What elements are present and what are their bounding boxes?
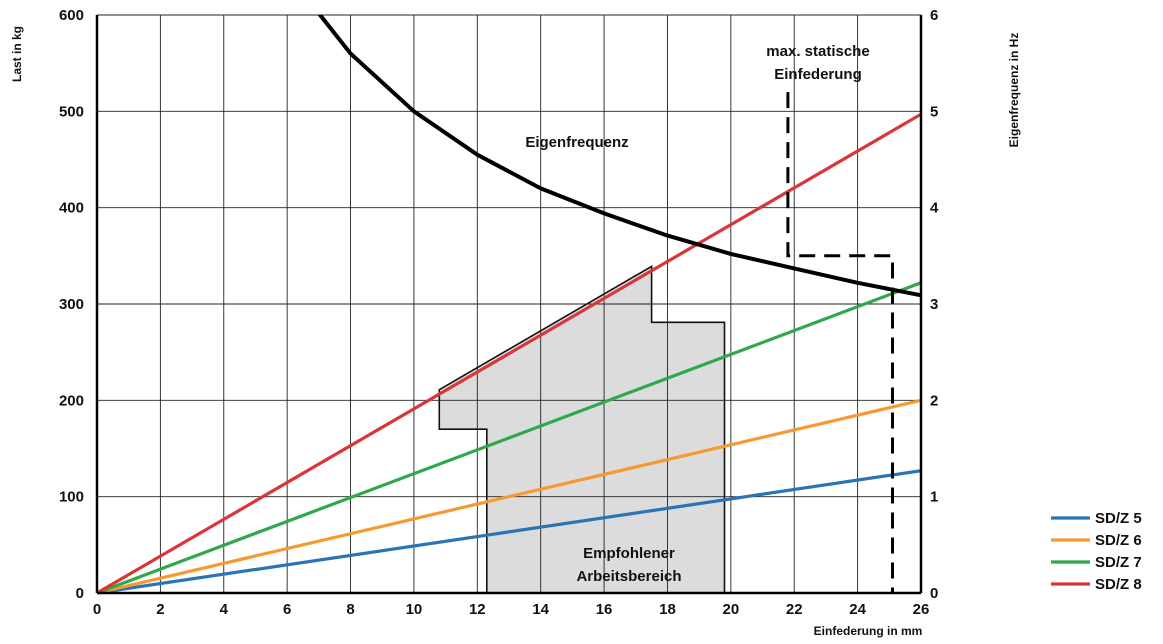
- eigenfrequenz-label: Eigenfrequenz: [525, 134, 628, 151]
- x-tick-label: 2: [156, 601, 164, 618]
- y2-tick-label: 2: [930, 392, 938, 409]
- x-tick-label: 24: [849, 601, 866, 618]
- max-einfederung-label-line2: Einfederung: [774, 66, 862, 83]
- tick-labels: 0 2 4 6 8 10 12 14 16 18 20 22 24 2601002003004005006…: [59, 7, 939, 618]
- max-einfederung-label-line1: max. statische: [766, 43, 869, 60]
- arbeitsbereich-label-line1: Empfohlener: [583, 545, 675, 562]
- x-tick-label: 0: [93, 601, 101, 618]
- x-tick-label: 14: [532, 601, 549, 618]
- y2-tick-label: 4: [930, 200, 939, 217]
- y-tick-label: 200: [59, 392, 84, 409]
- x-tick-label: 20: [723, 601, 740, 618]
- x-axis-title: Einfederung in mm: [814, 624, 923, 638]
- y-tick-label: 600: [59, 7, 84, 24]
- series-line-3: [97, 281, 921, 593]
- x-tick-label: 4: [220, 601, 229, 618]
- x-tick-label: 22: [786, 601, 803, 618]
- max-einfederung-line: [786, 92, 894, 593]
- y2-tick-label: 3: [930, 296, 938, 313]
- x-tick-label: 16: [596, 601, 613, 618]
- y2-tick-label: 0: [930, 585, 938, 602]
- x-tick-label: 8: [346, 601, 354, 618]
- eigenfrequenz-curve: [317, 15, 921, 298]
- arbeitsbereich-label-line2: Arbeitsbereich: [576, 568, 681, 585]
- series-line-4: [97, 112, 921, 593]
- series-line-2: [97, 398, 921, 593]
- y-axis-title: Last in kg: [10, 26, 24, 82]
- eigenfrequenz-group: [317, 15, 921, 298]
- x-tick-label: 6: [283, 601, 291, 618]
- annotations: Eigenfrequenz max. statische Einfederung…: [525, 43, 869, 585]
- y2-tick-label: 5: [930, 103, 938, 120]
- x-tick-label: 26: [913, 601, 930, 618]
- y-tick-label: 500: [59, 103, 84, 120]
- legend: SD/Z 5 SD/Z 6 SD/Z 7 SD/Z 8: [1051, 510, 1142, 593]
- max-einfederung-group: [786, 92, 894, 593]
- legend-label: SD/Z 6: [1095, 532, 1142, 549]
- axis-titles: Last in kg Eigenfrequenz in Hz Einfederu…: [10, 26, 1021, 638]
- plot-frame: [95, 15, 923, 595]
- series-group: [97, 112, 921, 593]
- y-tick-label: 0: [76, 585, 84, 602]
- y2-axis-title: Eigenfrequenz in Hz: [1007, 33, 1021, 148]
- series-line-1: [97, 469, 921, 593]
- arbeitsbereich-group: [438, 265, 726, 594]
- x-tick-label: 12: [469, 601, 486, 618]
- y-tick-label: 400: [59, 200, 84, 217]
- legend-label: SD/Z 8: [1095, 576, 1142, 593]
- x-tick-label: 18: [659, 601, 676, 618]
- y-tick-label: 300: [59, 296, 84, 313]
- legend-label: SD/Z 5: [1095, 510, 1142, 527]
- y-tick-label: 100: [59, 489, 84, 506]
- x-tick-label: 10: [406, 601, 423, 618]
- y2-tick-label: 6: [930, 7, 938, 24]
- arbeitsbereich-area: [438, 265, 726, 594]
- y2-tick-label: 1: [930, 489, 938, 506]
- legend-label: SD/Z 7: [1095, 554, 1142, 571]
